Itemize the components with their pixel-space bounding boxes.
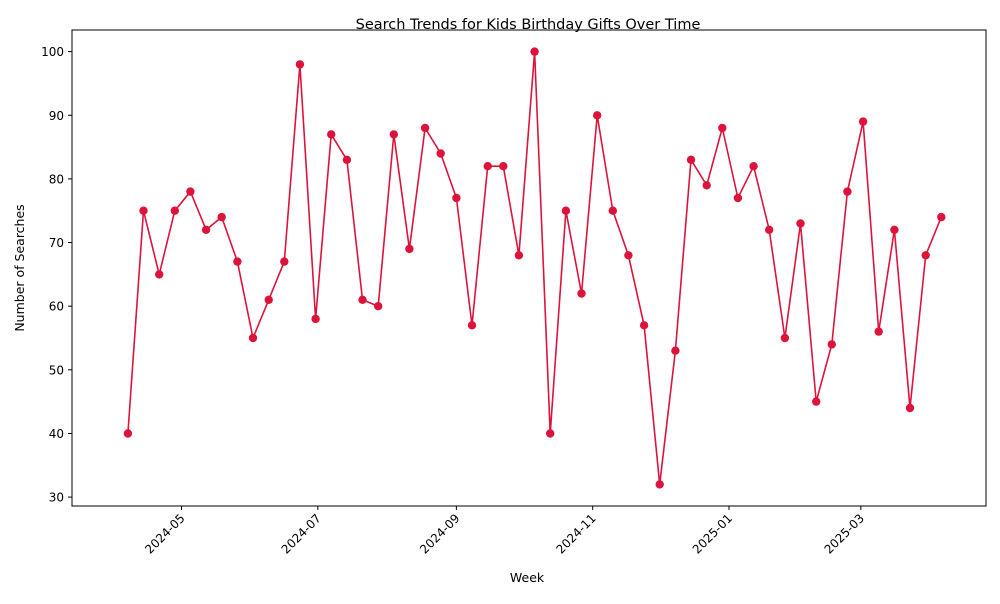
data-point: [139, 206, 148, 215]
data-point: [827, 340, 836, 349]
data-point: [186, 187, 195, 196]
data-point: [389, 130, 398, 139]
data-point: [374, 302, 383, 311]
data-point: [530, 47, 539, 56]
y-tick-label: 60: [49, 300, 64, 314]
data-point: [217, 212, 226, 222]
data-point: [593, 111, 602, 120]
data-point: [749, 162, 758, 171]
y-tick-label: 100: [41, 45, 64, 59]
data-point: [858, 117, 868, 126]
plot-frame: [71, 29, 987, 507]
data-point: [499, 162, 508, 171]
data-point: [311, 314, 320, 324]
data-point: [890, 225, 899, 234]
data-point: [624, 251, 633, 260]
data-point: [702, 181, 711, 190]
data-point: [420, 123, 430, 133]
data-point: [327, 130, 336, 139]
data-point: [812, 397, 821, 406]
data-point: [796, 219, 805, 228]
data-point: [577, 289, 586, 298]
data-point: [233, 257, 242, 266]
data-point: [483, 162, 492, 171]
data-point: [608, 206, 617, 215]
y-tick-label: 70: [49, 236, 64, 250]
y-tick-label: 90: [49, 109, 64, 123]
data-point: [655, 480, 664, 489]
x-axis-label: Week: [510, 570, 545, 585]
data-point: [765, 225, 774, 234]
data-point: [686, 155, 696, 164]
data-point: [280, 257, 289, 266]
data-point: [561, 206, 571, 215]
data-point: [671, 346, 680, 355]
data-point: [170, 206, 179, 215]
data-point: [358, 295, 367, 304]
data-point: [546, 429, 555, 438]
data-point: [905, 403, 915, 413]
data-point: [452, 193, 461, 203]
data-point: [436, 149, 445, 158]
data-point: [843, 187, 852, 196]
data-point: [921, 251, 930, 260]
data-point: [639, 321, 649, 330]
y-tick-label: 50: [49, 363, 64, 377]
data-point: [295, 60, 305, 69]
y-axis: 30 40 50 60 70 80 90 100: [41, 45, 72, 505]
data-point: [155, 270, 164, 279]
data-point: [514, 251, 524, 260]
y-axis-label: Number of Searches: [12, 204, 27, 331]
series-markers: [123, 47, 946, 489]
data-point: [874, 327, 883, 336]
data-point: [405, 244, 414, 254]
data-point: [264, 295, 273, 304]
y-tick-label: 80: [49, 172, 64, 186]
data-point: [718, 123, 727, 133]
data-point: [342, 155, 352, 164]
data-point: [123, 429, 133, 438]
data-point: [780, 333, 790, 343]
y-tick-label: 40: [49, 427, 64, 441]
data-point: [733, 193, 743, 203]
data-point: [937, 212, 946, 222]
data-point: [467, 321, 477, 330]
data-point: [248, 333, 258, 343]
data-point: [201, 225, 211, 234]
y-tick-label: 30: [49, 491, 64, 505]
chart-title: Search Trends for Kids Birthday Gifts Ov…: [356, 17, 701, 33]
